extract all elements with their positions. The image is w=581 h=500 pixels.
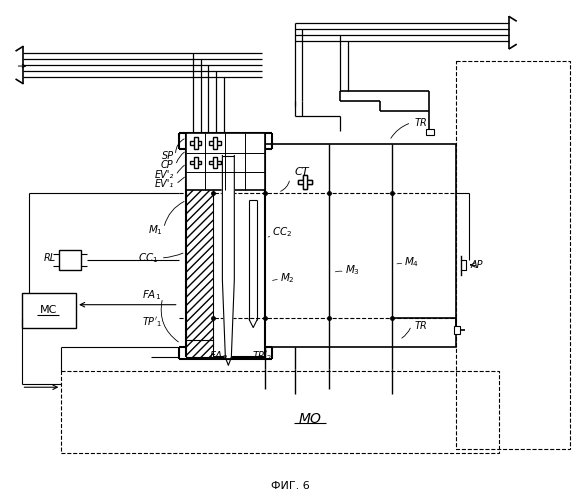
Bar (454, 326, 460, 334)
Text: $CC_1$: $CC_1$ (138, 251, 159, 265)
Bar (59, 250, 81, 270)
Bar (189, 160, 202, 164)
Text: МО: МО (299, 412, 321, 426)
Bar (193, 156, 198, 168)
Text: $TP'_2$: $TP'_2$ (252, 350, 272, 363)
Bar (193, 136, 198, 148)
Bar (303, 176, 307, 190)
Text: CP: CP (161, 160, 174, 170)
Bar (456, 61, 571, 449)
Bar (185, 340, 213, 357)
Bar (426, 128, 434, 134)
Text: AP: AP (471, 260, 483, 270)
Text: $CC_2$: $CC_2$ (272, 225, 292, 239)
Text: $M_3$: $M_3$ (345, 263, 360, 277)
Bar (265, 144, 456, 348)
Bar (21, 293, 76, 328)
Text: $FA_2$: $FA_2$ (209, 350, 228, 363)
Bar (298, 180, 312, 184)
Bar (61, 372, 499, 453)
Bar (189, 140, 202, 144)
Text: $TP'_1$: $TP'_1$ (142, 314, 163, 328)
Bar (210, 140, 221, 144)
Text: $M_1$: $M_1$ (148, 223, 163, 237)
Text: RL: RL (44, 253, 56, 263)
Text: TR: TR (414, 118, 427, 128)
Bar (185, 132, 265, 190)
Bar (210, 160, 221, 164)
Polygon shape (223, 156, 234, 358)
Text: $M_4$: $M_4$ (404, 255, 419, 269)
Text: CT: CT (295, 168, 310, 177)
Bar (303, 176, 307, 190)
Text: ФИГ. 6: ФИГ. 6 (271, 480, 309, 490)
Text: TR: TR (414, 320, 427, 330)
Text: $FA_1$: $FA_1$ (142, 288, 161, 302)
Text: EV'₂: EV'₂ (155, 170, 174, 180)
Text: EV'₁: EV'₁ (155, 180, 174, 190)
Text: $M_2$: $M_2$ (280, 271, 295, 284)
Text: МС: МС (40, 304, 57, 314)
Bar (213, 156, 217, 168)
Bar (213, 136, 217, 148)
Text: SP: SP (162, 150, 174, 160)
Bar (185, 148, 213, 348)
Bar (298, 180, 312, 184)
